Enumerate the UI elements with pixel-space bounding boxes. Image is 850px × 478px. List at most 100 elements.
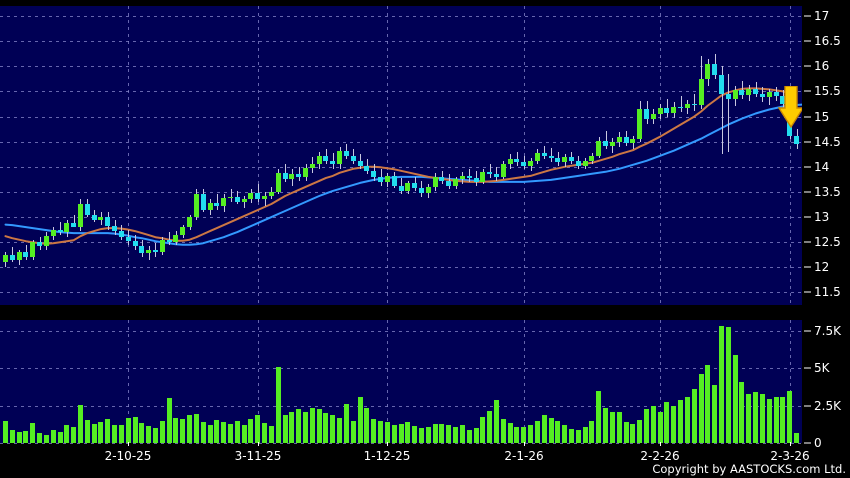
price-gridline (0, 66, 802, 68)
candle-body-up (453, 179, 458, 186)
price-axis-tick (804, 90, 811, 92)
volume-bar (248, 419, 253, 443)
date-gridline (790, 320, 791, 443)
volume-axis-tick (804, 442, 811, 444)
volume-bar (467, 429, 472, 443)
candle-body-down (487, 171, 492, 175)
date-axis-tick (660, 442, 661, 446)
volume-bar (508, 423, 513, 443)
volume-bar (787, 390, 792, 443)
candle-wick (742, 81, 743, 99)
candle-body-up (385, 175, 390, 182)
volume-bar (453, 427, 458, 443)
volume-bar (30, 422, 35, 443)
candle-body-down (603, 140, 608, 146)
candle-wick (74, 214, 75, 228)
candle-body-down (794, 135, 799, 145)
volume-bar (617, 412, 622, 443)
date-gridline (128, 6, 129, 305)
volume-chart-panel[interactable] (0, 320, 802, 444)
candle-body-down (726, 93, 731, 99)
candle-body-down (201, 194, 206, 210)
candle-body-down (780, 96, 785, 104)
candle-body-down (542, 152, 547, 156)
candle-body-up (501, 164, 506, 177)
volume-bar (296, 409, 301, 443)
price-chart-panel[interactable] (0, 6, 812, 305)
volume-bar (624, 422, 629, 443)
candle-body-down (712, 63, 717, 76)
volume-bar (780, 397, 785, 443)
volume-bar (576, 429, 581, 443)
date-gridline (387, 6, 388, 305)
date-axis-label: 2-3-26 (770, 449, 810, 463)
date-axis: 2-10-25 3-11-25 1-12-25 2-1-26 2-2-26 2-3-26 (0, 442, 810, 466)
candle-body-down (576, 160, 581, 166)
candle-body-down (351, 155, 356, 161)
ma-short-line (4, 87, 798, 245)
candle-body-down (664, 107, 669, 113)
volume-bar (269, 425, 274, 443)
volume-bar (303, 411, 308, 443)
candle-body-down (412, 182, 417, 188)
candle-body-up (535, 152, 540, 161)
candle-body-up (242, 199, 247, 202)
date-gridline (660, 320, 661, 443)
volume-bar (180, 418, 185, 443)
price-axis-tick (804, 15, 811, 17)
price-gridline (0, 41, 802, 43)
candle-body-up (221, 197, 226, 206)
candle-body-up (262, 195, 267, 200)
price-axis-label: 11.5 (814, 285, 841, 300)
volume-bar (208, 424, 213, 443)
volume-bar (119, 425, 124, 443)
volume-bar (521, 427, 526, 443)
down-arrow-marker-icon (778, 86, 804, 128)
candle-body-up (460, 175, 465, 180)
price-axis-label: 15 (814, 109, 830, 124)
volume-bar (760, 394, 765, 443)
candle-wick (728, 73, 729, 152)
candle-body-up (637, 109, 642, 140)
volume-bar (10, 429, 15, 443)
candle-wick (169, 232, 170, 245)
volume-axis-label: 5K (814, 361, 830, 375)
candle-body-up (426, 186, 431, 193)
volume-bar (283, 415, 288, 443)
candle-wick (722, 66, 723, 155)
candle-body-down (214, 202, 219, 206)
ma-long-line (4, 103, 812, 246)
volume-bar (276, 366, 281, 443)
candle-body-up (228, 196, 233, 199)
volume-bar (399, 423, 404, 443)
volume-bar (439, 424, 444, 443)
candle-body-down (549, 155, 554, 158)
price-axis: 17 16.5 16 15.5 15 14.5 14 13.5 13 12.5 12 11.5 (802, 0, 850, 312)
candle-body-down (92, 214, 97, 220)
price-gridline (0, 116, 802, 118)
volume-bar (351, 420, 356, 443)
price-gridline (0, 217, 802, 219)
volume-bar (126, 418, 131, 443)
candle-body-up (78, 204, 83, 228)
volume-bar (630, 423, 635, 443)
volume-bar (501, 419, 506, 443)
candle-wick (26, 244, 27, 260)
volume-bar (146, 426, 151, 443)
candle-body-down (569, 156, 574, 161)
volume-bar (105, 419, 110, 443)
candle-body-down (555, 157, 560, 162)
volume-bar (637, 419, 642, 443)
price-axis-tick (804, 191, 811, 193)
price-axis-label: 16.5 (814, 34, 841, 49)
candle-body-down (439, 176, 444, 181)
candle-body-down (235, 196, 240, 202)
volume-bar (726, 326, 731, 443)
candle-body-up (528, 160, 533, 166)
volume-bar (323, 413, 328, 443)
candle-body-down (446, 180, 451, 186)
volume-bar (474, 428, 479, 443)
volume-bar (51, 429, 56, 443)
candle-body-down (255, 192, 260, 200)
